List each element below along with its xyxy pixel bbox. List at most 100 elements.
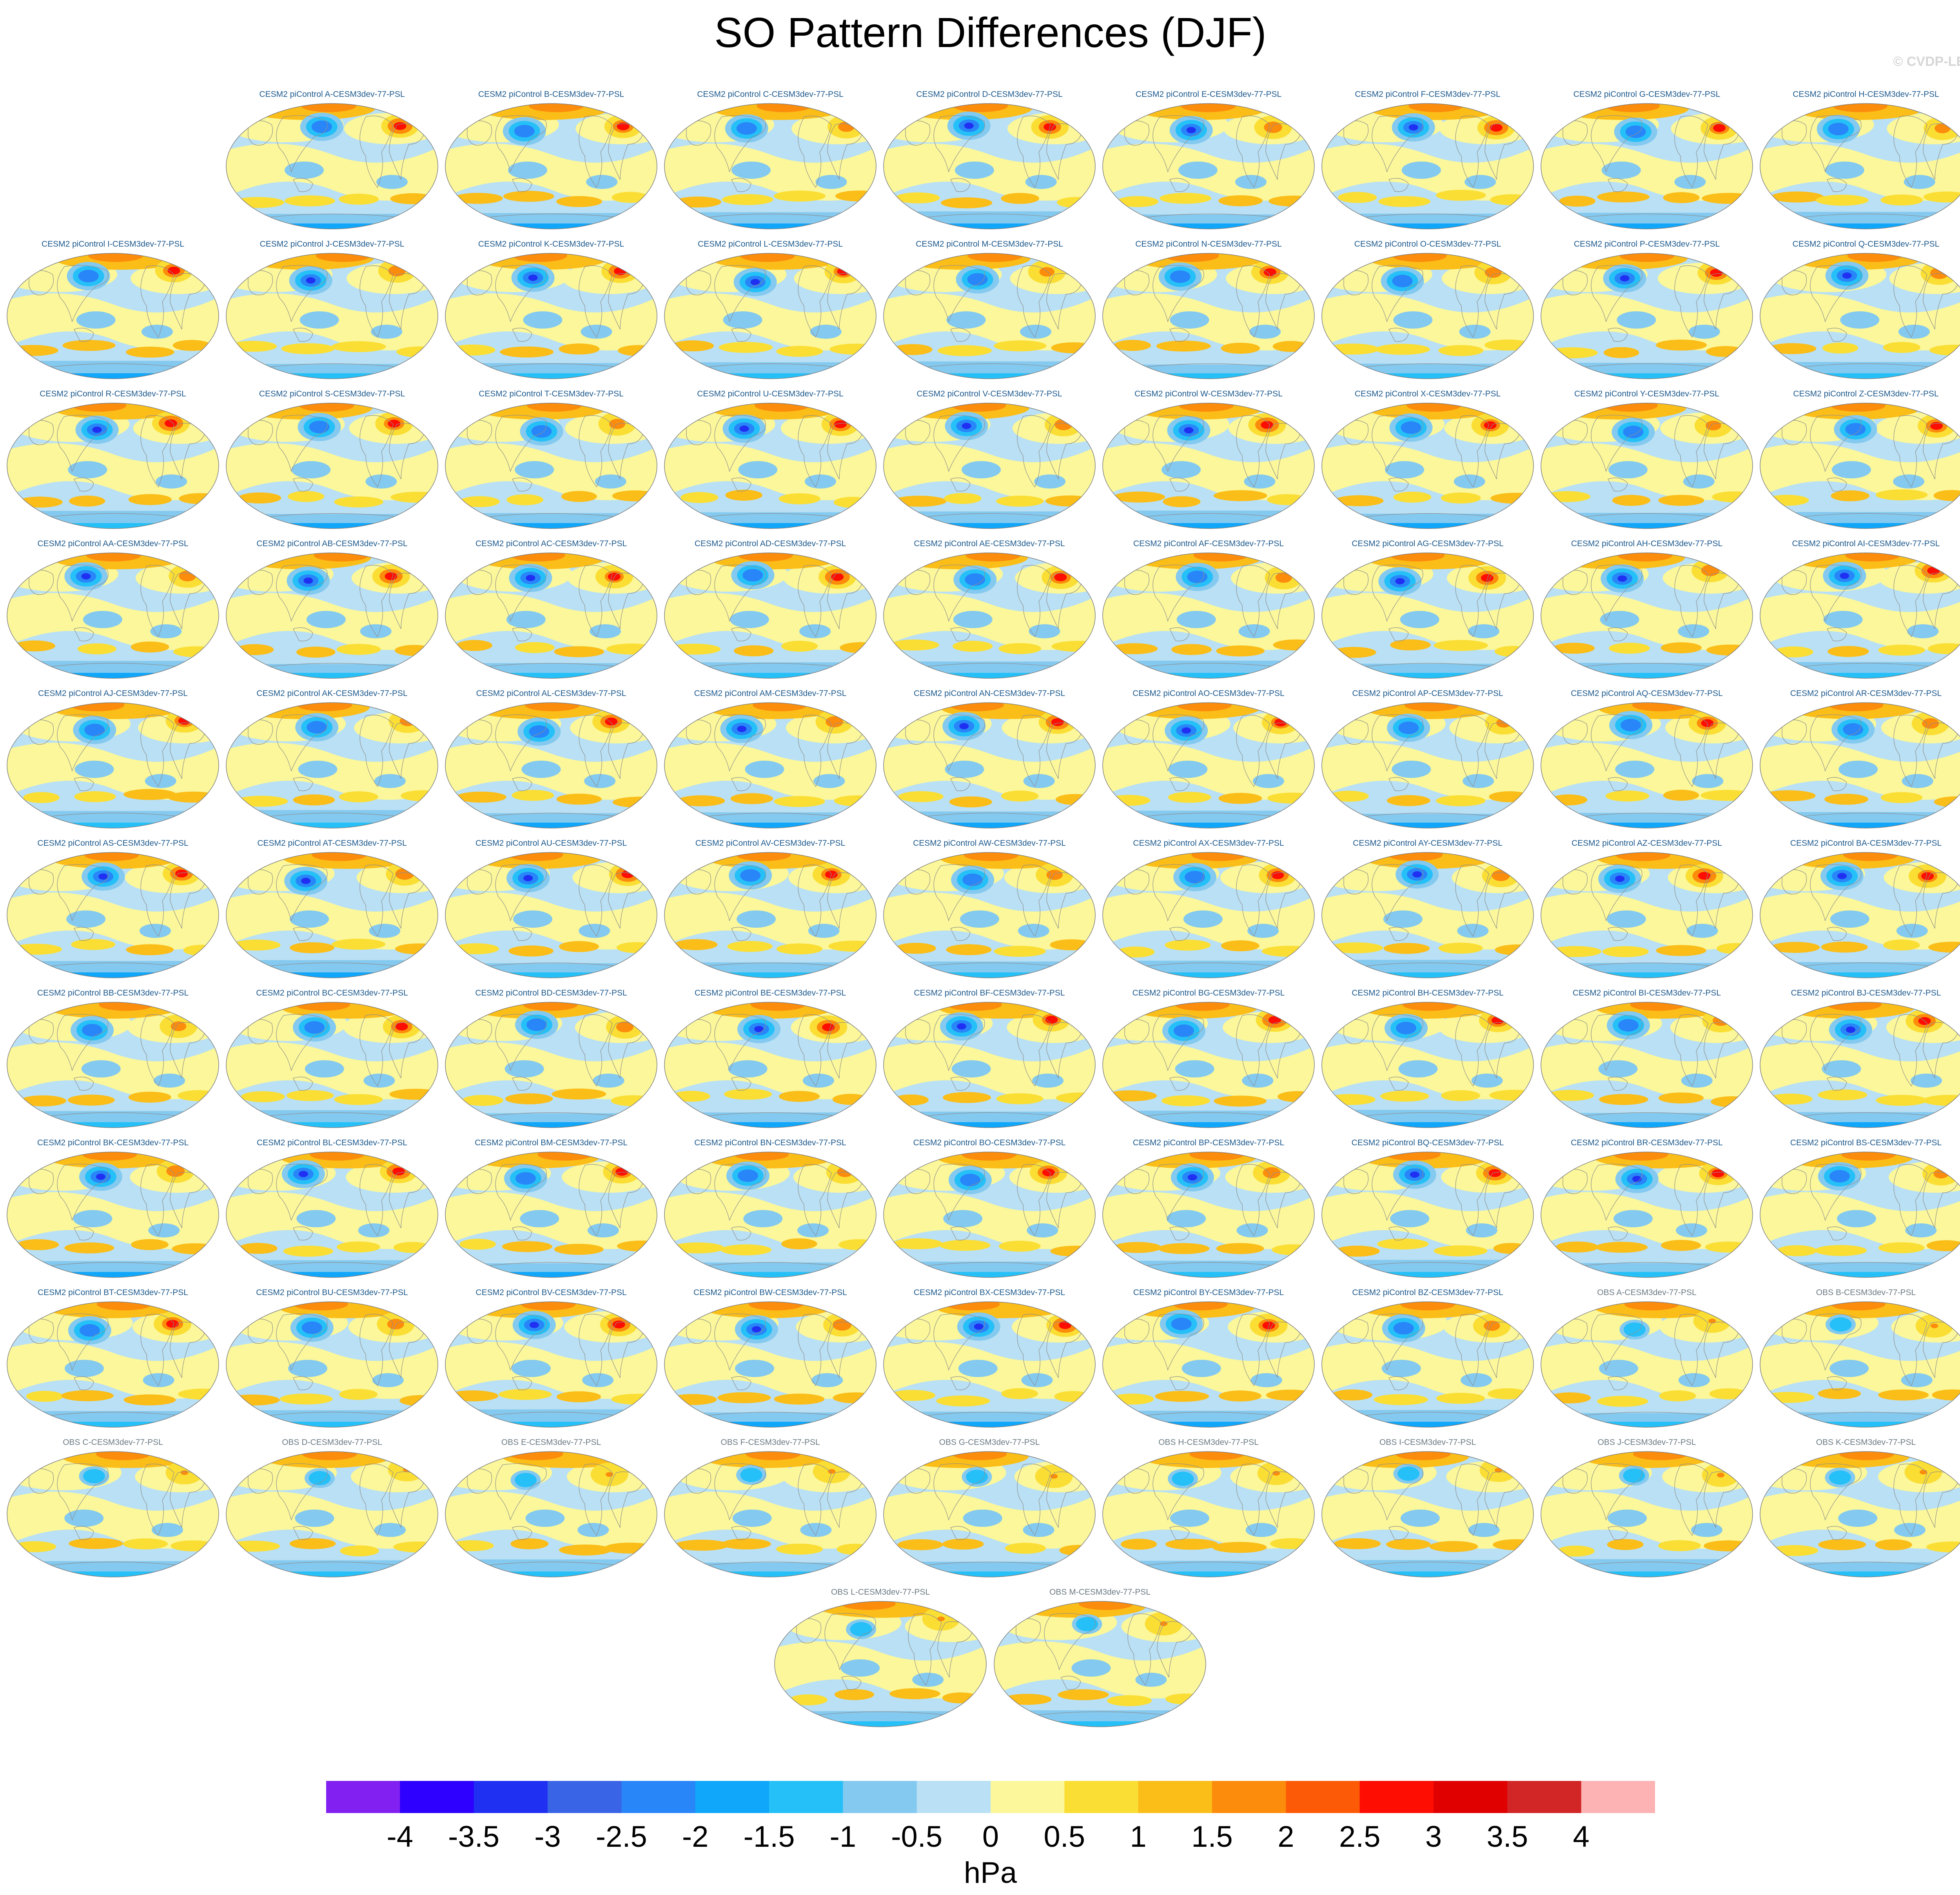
panel-title: CESM2 piControl BT-CESM3dev-77-PSL (38, 1288, 188, 1297)
map-panel: CESM2 piControl D-CESM3dev-77-PSL (882, 89, 1097, 240)
map-globe (7, 552, 219, 679)
map-panel: CESM2 piControl X-CESM3dev-77-PSL (1320, 389, 1535, 540)
map-panel: CESM2 piControl AS-CESM3dev-77-PSL (5, 838, 220, 989)
panel-title: CESM2 piControl P-CESM3dev-77-PSL (1573, 240, 1720, 249)
map-globe (1321, 253, 1534, 379)
map-globe (664, 103, 877, 229)
map-globe (1760, 253, 1960, 379)
map-globe (1321, 1152, 1534, 1278)
colorbar-tick-label: -1.5 (743, 1820, 795, 1853)
map-globe (1541, 103, 1753, 229)
panel-title: OBS C-CESM3dev-77-PSL (63, 1438, 163, 1447)
map-globe (445, 702, 657, 828)
panel-title: CESM2 piControl BS-CESM3dev-77-PSL (1790, 1138, 1942, 1147)
panel-title: CESM2 piControl AA-CESM3dev-77-PSL (37, 539, 189, 548)
panel-title: CESM2 piControl F-CESM3dev-77-PSL (1355, 90, 1501, 99)
panel-title: CESM2 piControl BC-CESM3dev-77-PSL (256, 988, 408, 997)
colorbar-swatch (1507, 1781, 1582, 1813)
map-panel: CESM2 piControl E-CESM3dev-77-PSL (1101, 89, 1316, 240)
map-globe (1321, 552, 1534, 679)
map-globe (664, 552, 877, 679)
map-panel: CESM2 piControl S-CESM3dev-77-PSL (225, 389, 439, 540)
map-panel: CESM2 piControl AU-CESM3dev-77-PSL (444, 838, 659, 989)
map-globe (1321, 702, 1534, 828)
map-panel: CESM2 piControl BW-CESM3dev-77-PSL (663, 1288, 878, 1439)
map-globe (7, 1451, 219, 1577)
panel-title: CESM2 piControl BR-CESM3dev-77-PSL (1571, 1138, 1723, 1147)
panel-title: CESM2 piControl R-CESM3dev-77-PSL (40, 389, 186, 398)
map-globe (1760, 103, 1960, 229)
map-panel: CESM2 piControl AX-CESM3dev-77-PSL (1101, 838, 1316, 989)
map-panel: CESM2 piControl AJ-CESM3dev-77-PSL (5, 689, 220, 839)
panel-title: CESM2 piControl S-CESM3dev-77-PSL (259, 389, 405, 398)
map-panel: CESM2 piControl BA-CESM3dev-77-PSL (1759, 838, 1960, 989)
map-panel: CESM2 piControl BD-CESM3dev-77-PSL (444, 988, 659, 1139)
map-globe (445, 103, 657, 229)
map-panel: CESM2 piControl AE-CESM3dev-77-PSL (882, 539, 1097, 690)
map-globe (445, 852, 657, 978)
map-panel: CESM2 piControl J-CESM3dev-77-PSL (225, 239, 439, 390)
map-globe (1102, 702, 1315, 828)
map-panel: CESM2 piControl AM-CESM3dev-77-PSL (663, 689, 878, 839)
map-panel: CESM2 piControl G-CESM3dev-77-PSL (1539, 89, 1754, 240)
map-globe (1102, 1002, 1315, 1128)
map-globe (883, 103, 1096, 229)
map-panel: CESM2 piControl AI-CESM3dev-77-PSL (1759, 539, 1960, 690)
map-panel: CESM2 piControl F-CESM3dev-77-PSL (1320, 89, 1535, 240)
panel-title: CESM2 piControl U-CESM3dev-77-PSL (697, 389, 844, 398)
colorbar-swatch (1212, 1781, 1286, 1813)
panel-title: CESM2 piControl BB-CESM3dev-77-PSL (37, 988, 189, 997)
colorbar-tick-label: 4 (1573, 1820, 1590, 1853)
map-globe (226, 103, 438, 229)
panel-title: CESM2 piControl AJ-CESM3dev-77-PSL (38, 689, 188, 698)
map-panel: CESM2 piControl AY-CESM3dev-77-PSL (1320, 838, 1535, 989)
map-globe (883, 852, 1096, 978)
panel-title: CESM2 piControl BV-CESM3dev-77-PSL (475, 1288, 627, 1297)
colorbar-tick-label: 3 (1425, 1820, 1442, 1853)
map-globe (883, 552, 1096, 679)
map-panel: CESM2 piControl BU-CESM3dev-77-PSL (225, 1288, 439, 1439)
map-globe (1102, 852, 1315, 978)
panel-title: CESM2 piControl J-CESM3dev-77-PSL (260, 240, 405, 249)
panel-title: CESM2 piControl BM-CESM3dev-77-PSL (475, 1138, 628, 1147)
map-panel: CESM2 piControl BS-CESM3dev-77-PSL (1759, 1138, 1960, 1289)
map-panel: CESM2 piControl BX-CESM3dev-77-PSL (882, 1288, 1097, 1439)
panel-title: CESM2 piControl AB-CESM3dev-77-PSL (256, 539, 408, 548)
panel-title: CESM2 piControl AG-CESM3dev-77-PSL (1352, 539, 1504, 548)
panel-title: CESM2 piControl AC-CESM3dev-77-PSL (475, 539, 627, 548)
panel-title: CESM2 piControl BN-CESM3dev-77-PSL (694, 1138, 846, 1147)
map-panel: OBS F-CESM3dev-77-PSL (663, 1437, 878, 1588)
map-panel: CESM2 piControl BI-CESM3dev-77-PSL (1539, 988, 1754, 1139)
colorbar-swatch (991, 1781, 1065, 1813)
map-globe (226, 852, 438, 978)
map-panel: CESM2 piControl B-CESM3dev-77-PSL (444, 89, 659, 240)
map-panel: CESM2 piControl BV-CESM3dev-77-PSL (444, 1288, 659, 1439)
map-panel: OBS A-CESM3dev-77-PSL (1539, 1288, 1754, 1439)
colorbar-tick-label: -2.5 (595, 1820, 647, 1853)
map-panel: CESM2 piControl AN-CESM3dev-77-PSL (882, 689, 1097, 839)
map-panel: CESM2 piControl BT-CESM3dev-77-PSL (5, 1288, 220, 1439)
panel-title: CESM2 piControl BF-CESM3dev-77-PSL (914, 988, 1065, 997)
map-globe (445, 1451, 657, 1577)
map-panel: CESM2 piControl BJ-CESM3dev-77-PSL (1759, 988, 1960, 1139)
map-panel: CESM2 piControl H-CESM3dev-77-PSL (1759, 89, 1960, 240)
panel-title: CESM2 piControl X-CESM3dev-77-PSL (1354, 389, 1501, 398)
map-globe (1102, 1301, 1315, 1428)
colorbar-swatch (1064, 1781, 1139, 1813)
panel-title: CESM2 piControl E-CESM3dev-77-PSL (1135, 90, 1282, 99)
map-panel: OBS B-CESM3dev-77-PSL (1759, 1288, 1960, 1439)
map-globe (664, 1002, 877, 1128)
panel-title: CESM2 piControl AD-CESM3dev-77-PSL (694, 539, 846, 548)
map-panel: CESM2 piControl BQ-CESM3dev-77-PSL (1320, 1138, 1535, 1289)
map-panel: OBS E-CESM3dev-77-PSL (444, 1437, 659, 1588)
map-panel: CESM2 piControl AF-CESM3dev-77-PSL (1101, 539, 1316, 690)
panel-title: CESM2 piControl AV-CESM3dev-77-PSL (695, 839, 846, 848)
colorbar-swatch (1138, 1781, 1212, 1813)
map-globe (226, 253, 438, 379)
panel-title: CESM2 piControl AT-CESM3dev-77-PSL (257, 839, 407, 848)
map-panel: CESM2 piControl AG-CESM3dev-77-PSL (1320, 539, 1535, 690)
map-panel: CESM2 piControl I-CESM3dev-77-PSL (5, 239, 220, 390)
map-globe (7, 1301, 219, 1428)
map-panel: CESM2 piControl BB-CESM3dev-77-PSL (5, 988, 220, 1139)
panel-title: CESM2 piControl BJ-CESM3dev-77-PSL (1791, 988, 1941, 997)
